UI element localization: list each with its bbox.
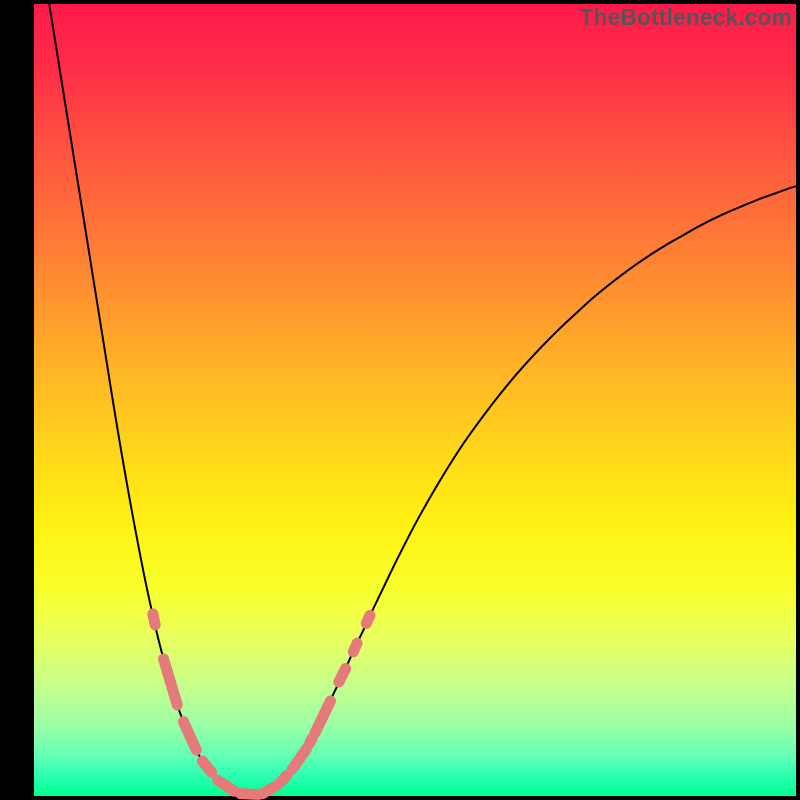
marker-seg-11 xyxy=(339,668,346,681)
marker-seg-6 xyxy=(263,786,277,794)
marker-seg-9 xyxy=(310,738,312,743)
marker-seg-5 xyxy=(241,794,259,795)
marker-seg-0 xyxy=(153,614,155,625)
plot-svg xyxy=(0,0,800,800)
chart-canvas: TheBottleneck.com xyxy=(0,0,800,800)
marker-seg-7 xyxy=(281,775,287,781)
marker-seg-13 xyxy=(366,615,370,623)
marker-seg-12 xyxy=(353,643,357,652)
watermark: TheBottleneck.com xyxy=(580,4,792,31)
marker-seg-3 xyxy=(202,761,211,772)
plot-background xyxy=(34,4,796,796)
